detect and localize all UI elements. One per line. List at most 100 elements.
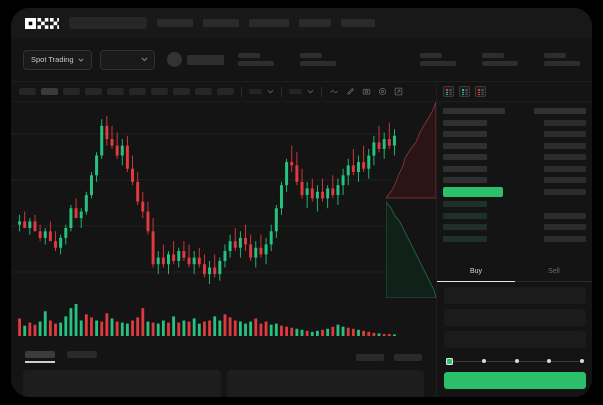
ask-price <box>443 119 487 126</box>
bottom-panels <box>11 370 436 397</box>
orders-action-0[interactable] <box>356 353 384 361</box>
timeframe-button-9[interactable] <box>217 88 234 95</box>
last-price-amount <box>544 189 586 195</box>
orderbook-last-price-row <box>443 187 586 198</box>
timeframe-button-5[interactable] <box>129 88 146 95</box>
ask-amount <box>544 165 586 172</box>
bottom-panel-right[interactable] <box>226 370 424 397</box>
slider-stop-100[interactable] <box>580 359 584 363</box>
nav-item-1[interactable] <box>203 19 239 27</box>
top-navigation-bar <box>11 8 592 38</box>
depth-bids-area <box>386 201 436 298</box>
tab-active-underline <box>25 361 55 363</box>
orderbook-view-asks-icon[interactable] <box>475 86 486 97</box>
table-row[interactable] <box>443 222 586 232</box>
timeframe-button-8[interactable] <box>195 88 212 95</box>
toolbar-divider <box>241 86 242 97</box>
percent-slider[interactable] <box>446 356 584 366</box>
candlestick-svg <box>11 116 396 284</box>
timeframe-button-1[interactable] <box>41 88 58 95</box>
indicator-dropdown-label[interactable] <box>289 89 302 94</box>
orderbook-view-both-icon[interactable] <box>443 86 454 97</box>
nav-item-3[interactable] <box>299 19 331 27</box>
price-chart[interactable] <box>11 102 436 298</box>
chevron-down-icon[interactable] <box>307 89 314 94</box>
table-row[interactable] <box>443 141 586 151</box>
toolbar-divider <box>321 86 322 97</box>
pair-avatar <box>167 52 183 67</box>
camera-snapshot-icon[interactable] <box>361 86 372 97</box>
depth-chart-overlay <box>386 102 436 298</box>
settings-gear-icon[interactable] <box>377 86 388 97</box>
global-search-input[interactable] <box>69 17 147 29</box>
market-stats-row <box>238 53 580 66</box>
table-row[interactable] <box>443 211 586 221</box>
nav-item-2[interactable] <box>249 19 289 27</box>
chevron-down-icon[interactable] <box>267 89 274 94</box>
orderbook-view-bids-icon[interactable] <box>459 86 470 97</box>
fullscreen-icon[interactable] <box>393 86 404 97</box>
orderbook-col-amount <box>534 108 586 114</box>
spot-trading-mode-button[interactable]: Spot Trading <box>23 49 92 70</box>
table-row[interactable] <box>443 175 586 185</box>
tab-order-history[interactable] <box>67 351 97 363</box>
timeframe-button-3[interactable] <box>85 88 102 95</box>
slider-handle[interactable] <box>446 357 453 365</box>
trading-pair-select[interactable] <box>99 49 156 70</box>
bottom-panel-left[interactable] <box>23 370 221 397</box>
volume-chart <box>11 298 436 344</box>
bid-price <box>443 201 487 207</box>
ask-amount <box>544 154 586 160</box>
chart-type-dropdown-label[interactable] <box>249 89 262 94</box>
stat-value <box>544 61 580 66</box>
pair-header: Spot Trading <box>11 38 592 82</box>
bid-price <box>443 224 487 230</box>
ask-amount <box>544 131 586 137</box>
stat-label <box>544 53 566 58</box>
tab-active-underline <box>67 361 97 363</box>
table-row[interactable] <box>443 129 586 139</box>
stat-value <box>420 61 456 66</box>
timeframe-button-2[interactable] <box>63 88 80 95</box>
tab-sell[interactable]: Sell <box>515 262 592 282</box>
bid-amount <box>544 224 586 230</box>
ask-price <box>443 165 487 172</box>
orders-action-1[interactable] <box>394 353 422 361</box>
trade-form: Buy Sell <box>437 262 592 397</box>
tab-buy[interactable]: Buy <box>437 262 515 282</box>
slider-stop-25[interactable] <box>481 359 486 363</box>
order-amount-input[interactable] <box>444 309 586 326</box>
tab-label <box>67 351 97 359</box>
table-row[interactable] <box>443 152 586 162</box>
stat-cell-2 <box>420 53 456 66</box>
ask-price <box>443 131 487 137</box>
stat-cell-0 <box>238 53 274 66</box>
orderbook-header-row <box>443 106 586 116</box>
timeframe-button-0[interactable] <box>19 88 36 95</box>
tab-label <box>25 351 55 359</box>
slider-stop-75[interactable] <box>547 359 552 363</box>
table-row[interactable] <box>443 199 586 209</box>
submit-order-button[interactable] <box>444 372 586 389</box>
table-row[interactable] <box>443 234 586 244</box>
stat-label <box>420 53 442 58</box>
okx-logo[interactable] <box>25 17 59 29</box>
table-row[interactable] <box>443 164 586 174</box>
draw-pencil-icon[interactable] <box>345 86 356 97</box>
stat-label <box>482 53 504 58</box>
order-total-input[interactable] <box>444 331 586 348</box>
stat-label <box>300 53 322 58</box>
indicator-wave-icon[interactable] <box>329 86 340 97</box>
nav-item-4[interactable] <box>341 19 375 27</box>
slider-stop-50[interactable] <box>514 359 519 363</box>
tab-open-orders[interactable] <box>25 351 55 363</box>
table-row[interactable] <box>443 118 586 128</box>
timeframe-button-7[interactable] <box>173 88 190 95</box>
orderbook-rows[interactable] <box>437 102 592 244</box>
orders-tabs-bar <box>11 344 436 370</box>
nav-item-0[interactable] <box>157 19 193 27</box>
timeframe-button-4[interactable] <box>107 88 124 95</box>
order-price-input[interactable] <box>444 287 586 304</box>
timeframe-button-6[interactable] <box>151 88 168 95</box>
